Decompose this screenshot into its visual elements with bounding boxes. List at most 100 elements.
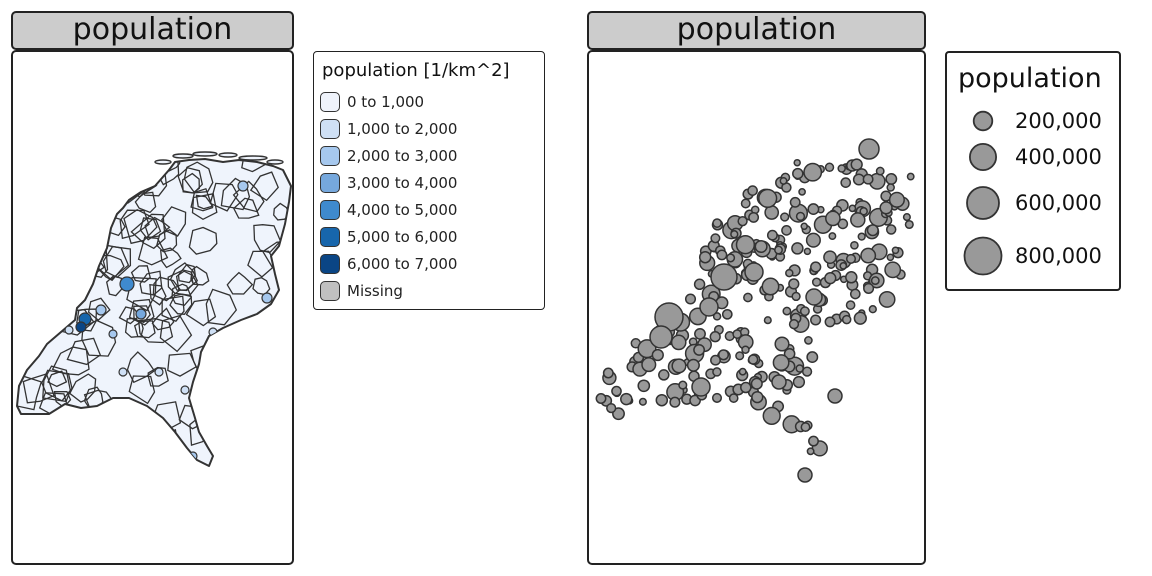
municipality [42, 426, 70, 454]
municipality [169, 293, 193, 315]
municipality [51, 346, 90, 376]
municipality-bubble [792, 375, 806, 389]
municipality [91, 159, 124, 177]
bubble-legend-circle [972, 110, 994, 132]
municipality-bubble [853, 311, 867, 325]
municipality [155, 452, 186, 466]
legend-label: 2,000 to 3,000 [347, 147, 458, 165]
legend-swatch [320, 200, 340, 220]
municipality-bubble [641, 357, 657, 373]
municipality [87, 297, 111, 321]
left-panel-title: population [11, 11, 294, 50]
municipality [25, 248, 50, 278]
municipality-bubble [806, 447, 815, 456]
municipality-dense [154, 367, 164, 377]
municipality-bubble [740, 381, 752, 394]
municipality-bubble [693, 343, 706, 356]
municipality-bubble [750, 377, 763, 390]
municipality [203, 342, 227, 369]
choropleth-legend-item: 6,000 to 7,000 [320, 252, 457, 276]
municipality [262, 415, 285, 441]
municipality-bubble [906, 172, 915, 181]
municipality-bubble [860, 247, 877, 264]
bubble-legend-circle [968, 143, 998, 172]
municipality-bubble [859, 207, 868, 216]
municipality-bubble [849, 288, 861, 300]
municipality [128, 298, 155, 326]
municipality-bubble [799, 306, 810, 317]
choropleth-legend-item: Missing [320, 279, 403, 303]
municipality [105, 275, 123, 297]
municipality-bubble [737, 216, 748, 227]
municipality-bubble [751, 390, 764, 404]
municipality-bubble [699, 297, 719, 317]
municipality-bubble [762, 406, 781, 426]
municipality [272, 421, 290, 443]
municipality-bubble [850, 212, 866, 228]
municipality [93, 430, 115, 453]
right-panel-title-text: population [676, 12, 837, 47]
municipality-bubble [902, 213, 911, 222]
right-panel-title: population [587, 11, 926, 50]
municipality-bubble [782, 306, 792, 316]
municipality [246, 367, 278, 401]
municipality-bubble [806, 351, 819, 364]
municipality [136, 421, 154, 437]
municipality [205, 288, 238, 326]
municipality [237, 457, 261, 466]
municipality-bubble [693, 278, 706, 291]
municipality [33, 455, 62, 466]
bubble-legend-label: 800,000 [1015, 244, 1102, 268]
municipality-bubble [658, 369, 670, 381]
municipality-dense [108, 329, 118, 339]
municipality-bubble [602, 367, 614, 379]
bubble-map [587, 50, 926, 565]
municipality [190, 265, 210, 286]
municipality [41, 219, 63, 240]
municipality-bubble [741, 345, 750, 354]
municipality-bubble [766, 229, 778, 241]
municipality [26, 159, 59, 192]
legend-swatch [320, 227, 340, 247]
municipality-dense [119, 276, 135, 292]
municipality [172, 450, 191, 466]
municipality [130, 265, 151, 283]
municipality [130, 159, 162, 172]
municipality [249, 349, 282, 389]
municipality-bubble [886, 183, 895, 192]
municipality-bubble [747, 185, 758, 196]
island [154, 159, 172, 165]
municipality-bubble [649, 325, 673, 349]
municipality-bubble [845, 271, 858, 284]
municipality-bubble [710, 233, 721, 244]
municipality-bubble [811, 277, 822, 287]
municipality-bubble [712, 367, 722, 377]
municipality-bubble [612, 407, 625, 421]
legend-swatch [320, 146, 340, 166]
municipality [18, 248, 51, 281]
municipality-bubble [620, 392, 633, 406]
municipality [169, 262, 199, 291]
municipality-bubble [852, 173, 865, 186]
netherlands-municipality-map [16, 151, 292, 467]
municipality-dense [135, 308, 147, 320]
island [192, 151, 218, 157]
municipality-bubble [797, 467, 813, 483]
municipality-bubble [808, 435, 819, 447]
municipality [21, 249, 53, 287]
municipality-bubble [686, 358, 700, 372]
municipality-bubble [800, 222, 808, 231]
municipality-bubble [804, 336, 813, 345]
municipality [71, 407, 94, 431]
municipality [253, 224, 282, 254]
municipality [167, 352, 198, 377]
bubble-legend-label: 600,000 [1015, 191, 1102, 215]
municipality-bubble [791, 291, 801, 302]
municipality [241, 159, 266, 173]
municipality-bubble [670, 334, 687, 351]
municipality-bubble [678, 380, 688, 390]
municipality-bubble [891, 246, 900, 255]
municipality [17, 294, 33, 320]
municipality [126, 351, 156, 384]
island [238, 155, 268, 161]
